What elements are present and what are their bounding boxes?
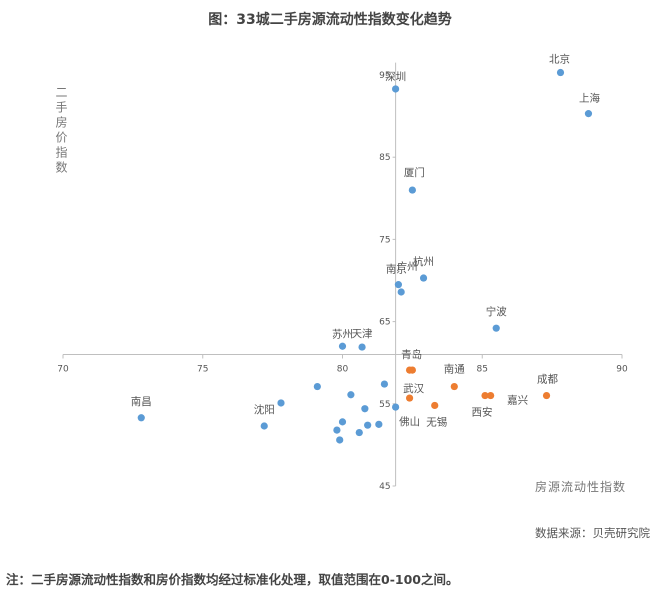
- point-label: 宁波: [486, 305, 507, 318]
- data-point: [584, 110, 593, 118]
- x-tick-label: 75: [197, 364, 208, 374]
- data-point: [336, 436, 344, 444]
- y-tick-label: 45: [379, 482, 390, 492]
- data-point: [481, 391, 489, 400]
- point-label: 南昌: [131, 395, 152, 408]
- data-point: [487, 391, 495, 400]
- y-tick-label: 85: [379, 153, 390, 163]
- data-point: [338, 418, 347, 426]
- footnote: 注：二手房源流动性指数和房价指数均经过标准化处理，取值范围在0-100之间。: [6, 572, 459, 587]
- point-label: 武汉: [403, 382, 424, 395]
- data-point: [392, 85, 400, 93]
- data-point: [380, 380, 389, 388]
- data-point: [361, 405, 369, 413]
- data-point: [137, 414, 145, 422]
- data-point: [392, 403, 400, 411]
- data-point: [419, 274, 428, 282]
- x-tick-label: 90: [616, 364, 628, 374]
- point-label: 南京: [386, 263, 407, 276]
- point-label: 苏州: [332, 327, 353, 340]
- point-label: 深圳: [385, 71, 406, 83]
- data-point: [397, 288, 405, 296]
- x-tick-label: 85: [477, 364, 488, 374]
- data-point: [338, 342, 347, 350]
- point-label: 佛山: [399, 415, 420, 428]
- data-point: [431, 401, 439, 410]
- data-point: [260, 422, 268, 430]
- data-point: [333, 426, 341, 434]
- point-label: 沈阳: [254, 403, 275, 416]
- y-tick-label: 65: [379, 318, 390, 328]
- data-point: [375, 420, 383, 428]
- data-point: [556, 68, 565, 77]
- data-point: [408, 186, 416, 194]
- point-label: 上海: [579, 92, 600, 105]
- x-tick-label: 80: [337, 364, 349, 374]
- data-point: [364, 421, 372, 429]
- data-point: [394, 281, 402, 289]
- data-point: [313, 382, 321, 391]
- data-point: [450, 382, 458, 391]
- data-point: [355, 428, 363, 437]
- point-label: 厦门: [404, 166, 425, 179]
- data-point: [277, 399, 285, 407]
- y-tick-label: 75: [379, 235, 390, 245]
- data-point: [542, 391, 551, 400]
- data-point: [405, 394, 414, 402]
- point-label: 广州: [397, 261, 418, 273]
- point-label: 南通: [444, 363, 465, 376]
- data-point: [358, 343, 366, 351]
- y-axis-label: 二手房价指数: [54, 86, 68, 176]
- point-label: 成都: [537, 374, 558, 386]
- chart-title: 图：33城二手房源流动性指数变化趋势: [208, 12, 452, 28]
- data-point: [492, 324, 500, 332]
- point-label: 天津: [352, 328, 373, 340]
- point-label: 青岛: [401, 348, 422, 361]
- point-label: 北京: [549, 53, 570, 66]
- data-point: [408, 366, 416, 374]
- y-tick-label: 95: [379, 71, 390, 81]
- x-axis-label: 房源流动性指数: [535, 480, 627, 494]
- x-tick-label: 70: [57, 364, 69, 374]
- point-label: 西安: [472, 406, 493, 419]
- point-label: 杭州: [413, 255, 434, 268]
- data-point: [347, 391, 355, 399]
- source-note: 数据来源：贝壳研究院: [535, 526, 650, 540]
- y-tick-label: 55: [379, 400, 390, 410]
- point-label: 嘉兴: [507, 394, 528, 407]
- point-label: 无锡: [426, 415, 447, 428]
